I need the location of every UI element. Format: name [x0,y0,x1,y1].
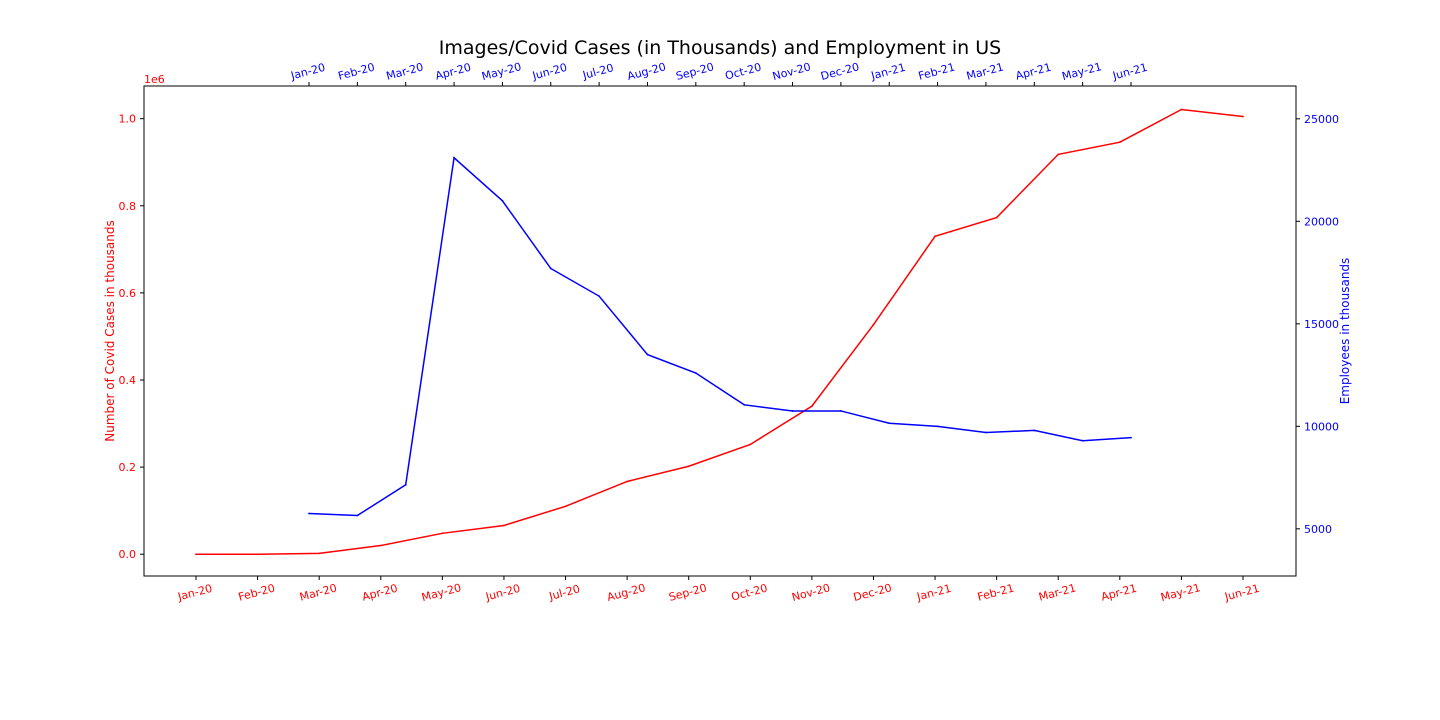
employment-x-tick-label: May-20 [480,60,522,83]
employment-series-line [308,156,1132,517]
covid-data-point [687,465,690,468]
covid-data-point [810,405,813,408]
covid-series-line [196,108,1244,555]
covid-data-point [1242,115,1244,118]
employment-x-tick-label: May-21 [1060,60,1102,83]
covid-x-tick-label: Nov-20 [790,581,831,604]
employment-data-point [791,410,794,412]
employment-x-tick-label: Jun-20 [530,61,568,83]
covid-y-tick-label: 0.2 [119,461,137,474]
employment-x-tick-label: Aug-20 [626,60,667,83]
employment-data-point [839,410,842,412]
covid-data-point [256,553,259,556]
covid-x-tick-label: Jan-21 [915,582,953,604]
covid-data-point [1180,108,1183,111]
employment-data-point [308,512,310,515]
covid-data-point [995,216,998,219]
covid-data-point [872,323,875,326]
chart-title: Images/Covid Cases (in Thousands) and Em… [439,37,1001,59]
covid-data-point [503,524,505,527]
employment-data-point [646,353,649,356]
covid-x-tick-label: Feb-20 [237,581,277,603]
plot-frame [143,85,1297,577]
covid-x-tick-label: Jun-20 [483,582,521,604]
employment-x-tick-label: Jan-21 [869,61,907,83]
covid-x-tick-label: Apr-20 [361,582,399,604]
covid-x-tick-label: Mar-21 [1037,581,1077,603]
covid-x-tick-label: Jul-20 [547,582,582,603]
employment-x-tick-label: Feb-21 [917,60,957,82]
employment-y-tick-label: 10000 [1304,420,1339,433]
employment-data-point [985,431,987,434]
employment-data-point [404,483,407,486]
employment-x-tick-label: Oct-20 [724,61,763,83]
covid-data-point [1118,141,1121,144]
covid-axis-offset-label: 1e6 [144,73,165,86]
employment-data-point [549,267,552,270]
employment-x-tick-label: Jun-21 [1110,61,1148,83]
covid-data-point [934,235,936,238]
covid-x-tick-label: Mar-20 [298,581,338,603]
employment-data-point [694,372,697,374]
covid-x-tick-label: Jun-21 [1222,582,1260,604]
covid-x-tick-label: Apr-21 [1100,582,1138,604]
employment-data-point [501,199,504,202]
employment-x-tick-label: Mar-20 [385,60,425,82]
employment-x-tick-label: Jul-20 [580,61,615,82]
covid-x-tick-label: Jan-20 [176,582,214,604]
covid-y-tick-label: 0.0 [119,548,137,561]
employment-data-point [743,403,746,406]
employment-x-tick-label: Apr-20 [434,61,472,83]
covid-x-tick-label: Oct-20 [730,582,769,604]
covid-axis-title: Number of Covid Cases in thousands [103,220,117,442]
employment-data-point [888,422,891,425]
employment-y-tick-label: 20000 [1304,215,1339,228]
covid-data-point [564,505,567,508]
employment-x-tick-label: Jan-20 [289,61,327,83]
employment-data-point [356,514,359,517]
employment-x-tick-label: Dec-20 [819,60,860,83]
covid-x-tick-label: Feb-21 [976,581,1016,603]
covid-data-point [441,532,444,535]
employment-y-tick-label: 5000 [1304,523,1332,536]
employment-data-point [598,295,601,298]
employment-x-tick-label: Feb-20 [337,60,377,82]
covid-data-point [195,553,197,556]
covid-data-point [626,480,629,483]
covid-x-tick-label: Sep-20 [667,581,708,604]
covid-y-tick-label: 0.6 [119,287,137,300]
employment-y-tick-label: 15000 [1304,318,1339,331]
employment-x-tick-label: Sep-20 [675,60,716,83]
covid-x-tick-label: Dec-20 [852,581,893,604]
employment-axis-title: Employees in thousands [1338,258,1352,405]
employment-x-tick-label: Apr-21 [1014,61,1052,83]
covid-x-tick-label: May-21 [1159,581,1201,604]
covid-data-point [749,443,752,446]
covid-x-tick-label: Aug-20 [605,581,646,604]
covid-y-tick-label: 1.0 [119,113,137,126]
employment-data-point [1130,436,1132,439]
covid-x-tick-label: May-20 [420,581,462,604]
employment-x-tick-label: Mar-21 [965,60,1005,82]
employment-data-point [1033,429,1036,432]
covid-data-point [1057,153,1060,156]
employment-data-point [453,156,455,159]
covid-data-point [318,552,321,555]
employment-data-point [936,425,939,428]
employment-x-tick-label: Nov-20 [771,60,812,83]
covid-y-tick-label: 0.4 [119,374,137,387]
covid-data-point [379,544,382,547]
covid-y-tick-label: 0.8 [119,200,137,213]
employment-data-point [1081,439,1084,442]
employment-y-tick-label: 25000 [1304,113,1339,126]
